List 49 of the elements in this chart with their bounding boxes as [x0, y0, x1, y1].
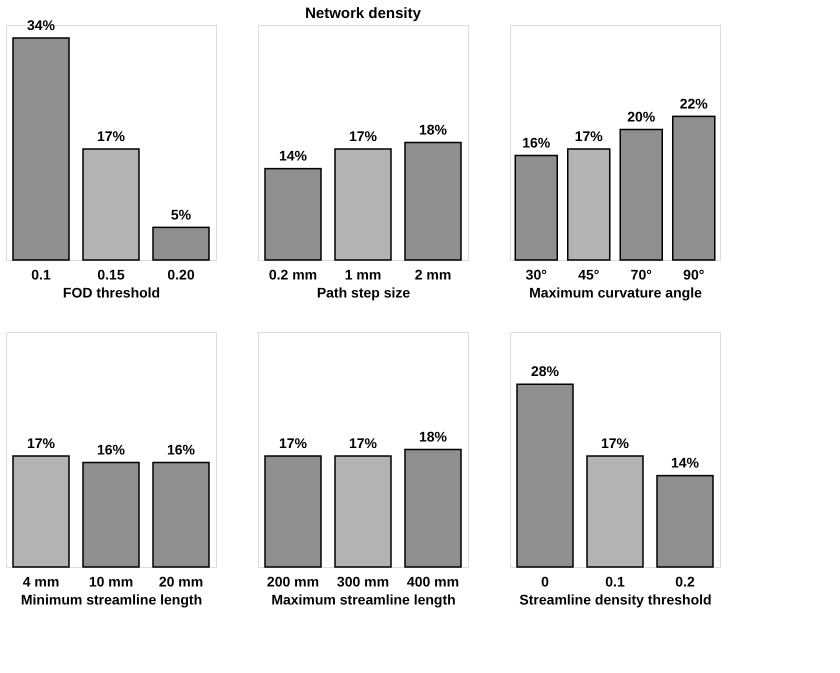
x-tick-label: 70° [630, 266, 652, 282]
x-tick-label: 300 mm [336, 574, 390, 590]
x-tick-label: 0.1 [605, 574, 625, 590]
data-label: 28% [530, 363, 560, 380]
data-label: 14% [670, 454, 700, 471]
x-axis-title: Minimum streamline length [20, 592, 202, 608]
x-tick-label: 0.20 [167, 266, 195, 282]
x-tick-label: 0.15 [97, 266, 125, 282]
data-label: 18% [418, 122, 448, 138]
data-label: 5% [170, 206, 192, 222]
bar [620, 128, 663, 261]
data-label: 17% [574, 128, 604, 144]
x-axis-title: Streamline density threshold [519, 592, 712, 608]
x-tick-label: 30° [526, 266, 547, 282]
x-axis-title: Maximum streamline length [271, 592, 456, 608]
data-label: 17% [348, 128, 378, 144]
x-axis-title: Maximum curvature angle [529, 284, 702, 300]
x-tick-label: 10 mm [88, 574, 134, 590]
data-label: 17% [96, 128, 126, 144]
x-tick-label: 2 mm [414, 266, 452, 282]
x-tick-label: 0.2 mm [268, 266, 318, 282]
data-label: 18% [418, 428, 448, 444]
x-tick-label: 0.1 [31, 266, 51, 282]
x-axis-title: Path step size [316, 284, 410, 300]
data-label: 17% [26, 435, 56, 452]
x-tick-label: 45° [578, 266, 600, 282]
x-tick-label: 1 mm [344, 266, 382, 282]
data-label: 20% [627, 108, 656, 124]
data-label: 34% [26, 17, 56, 34]
bar [514, 154, 558, 261]
data-label: 22% [680, 95, 708, 112]
x-tick-label: 0 [541, 574, 550, 590]
bar [672, 116, 716, 261]
data-label: 16% [166, 442, 196, 458]
x-tick-label: 4 mm [22, 574, 60, 590]
data-label: 17% [600, 435, 630, 452]
x-tick-label: 20 mm [158, 574, 204, 590]
bar [567, 148, 610, 261]
x-axis-title: FOD threshold [62, 284, 160, 300]
x-tick-label: 90° [683, 266, 704, 282]
data-label: 14% [278, 148, 308, 164]
x-tick-label: 0.2 [675, 574, 695, 590]
data-label: 16% [96, 442, 126, 458]
data-label: 17% [278, 435, 308, 452]
chart-title: Network density [305, 5, 422, 22]
x-tick-label: 400 mm [406, 574, 460, 590]
x-tick-label: 200 mm [266, 574, 320, 590]
data-label: 17% [348, 435, 378, 452]
data-label: 16% [522, 134, 551, 151]
